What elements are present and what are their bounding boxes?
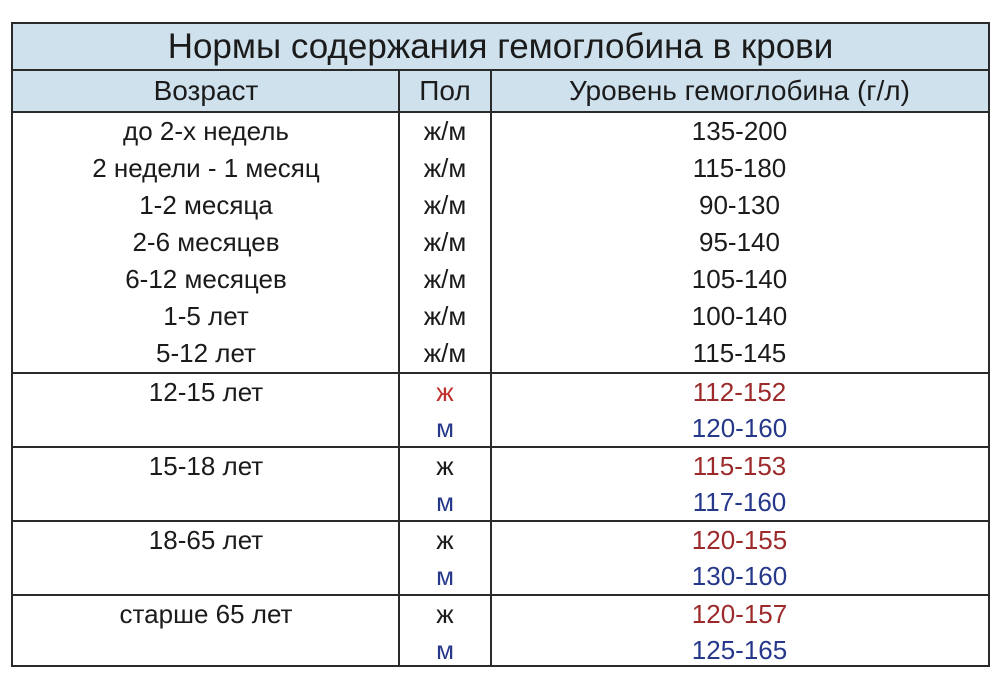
table-row: 6-12 месяцев ж/м 105-140 — [13, 261, 988, 298]
level-cell: 95-140 — [699, 227, 780, 257]
level-cell-female: 120-155 — [691, 524, 788, 555]
table-row: 2-6 месяцев ж/м 95-140 — [13, 224, 988, 261]
level-cell: 105-140 — [691, 264, 788, 294]
age-cell: старше 65 лет — [119, 599, 293, 629]
table-row-group: старше 65 лет ж 120-157 м 125-165 — [13, 594, 988, 668]
level-cell-male: 130-160 — [691, 560, 788, 591]
sex-cell: ж/м — [423, 190, 467, 220]
table-body: до 2-х недель ж/м 135-200 2 недели - 1 м… — [13, 113, 988, 668]
table-row: до 2-х недель ж/м 135-200 — [13, 113, 988, 150]
column-header-level: Уровень гемоглобина (г/л) — [569, 75, 910, 106]
sex-cell: ж/м — [423, 338, 467, 368]
sex-cell-female: ж — [436, 524, 454, 555]
level-cell: 90-130 — [699, 190, 780, 220]
hemoglobin-table: Нормы содержания гемоглобина в крови Воз… — [11, 22, 990, 667]
age-cell: 15-18 лет — [148, 451, 264, 481]
level-cell-male: 117-160 — [692, 486, 787, 517]
cropped-heading-strip — [0, 0, 1003, 22]
sex-cell-female: ж — [436, 598, 454, 629]
level-cell: 115-145 — [692, 338, 787, 368]
sex-cell-male: м — [436, 634, 454, 665]
table-row-group: 15-18 лет ж 115-153 м 117-160 — [13, 446, 988, 520]
sex-cell: ж/м — [423, 301, 467, 331]
sex-cell: ж/м — [423, 264, 467, 294]
sex-cell: ж/м — [423, 116, 467, 146]
sex-cell-female: ж — [436, 450, 454, 481]
sex-cell-male: м — [436, 486, 454, 517]
table-title: Нормы содержания гемоглобина в крови — [13, 24, 988, 71]
level-cell: 100-140 — [691, 301, 788, 331]
level-cell-female: 115-153 — [692, 450, 787, 481]
table-row: 1-2 месяца ж/м 90-130 — [13, 187, 988, 224]
level-cell: 115-180 — [692, 153, 787, 183]
sex-cell-male: м — [436, 560, 454, 591]
age-cell: 2 недели - 1 месяц — [92, 153, 320, 183]
column-header-age: Возраст — [153, 75, 259, 106]
age-cell: 18-65 лет — [148, 525, 264, 555]
level-cell-female: 112-152 — [692, 376, 787, 407]
age-cell: 1-5 лет — [163, 301, 249, 331]
column-divider — [490, 71, 492, 665]
table-row-group: 12-15 лет ж 112-152 м 120-160 — [13, 372, 988, 446]
table-row: 2 недели - 1 месяц ж/м 115-180 — [13, 150, 988, 187]
age-cell: 6-12 месяцев — [125, 264, 287, 294]
column-header-sex: Пол — [419, 75, 471, 106]
table-row: 5-12 лет ж/м 115-145 — [13, 335, 988, 372]
age-cell: 1-2 месяца — [139, 190, 273, 220]
table-header-row: Возраст Пол Уровень гемоглобина (г/л) — [13, 71, 988, 113]
sex-cell-male: м — [436, 412, 454, 443]
table-row-group: 18-65 лет ж 120-155 м 130-160 — [13, 520, 988, 594]
column-divider — [398, 71, 400, 665]
level-cell-male: 125-165 — [691, 634, 788, 665]
age-cell: до 2-х недель — [123, 116, 289, 146]
level-cell: 135-200 — [691, 116, 788, 146]
level-cell-male: 120-160 — [691, 412, 788, 443]
age-cell: 2-6 месяцев — [132, 227, 280, 257]
age-cell: 5-12 лет — [156, 338, 256, 368]
sex-cell: ж/м — [423, 227, 467, 257]
sex-cell-female: ж — [436, 376, 454, 407]
table-row: 1-5 лет ж/м 100-140 — [13, 298, 988, 335]
sex-cell: ж/м — [423, 153, 467, 183]
level-cell-female: 120-157 — [691, 598, 788, 629]
age-cell: 12-15 лет — [148, 377, 264, 407]
